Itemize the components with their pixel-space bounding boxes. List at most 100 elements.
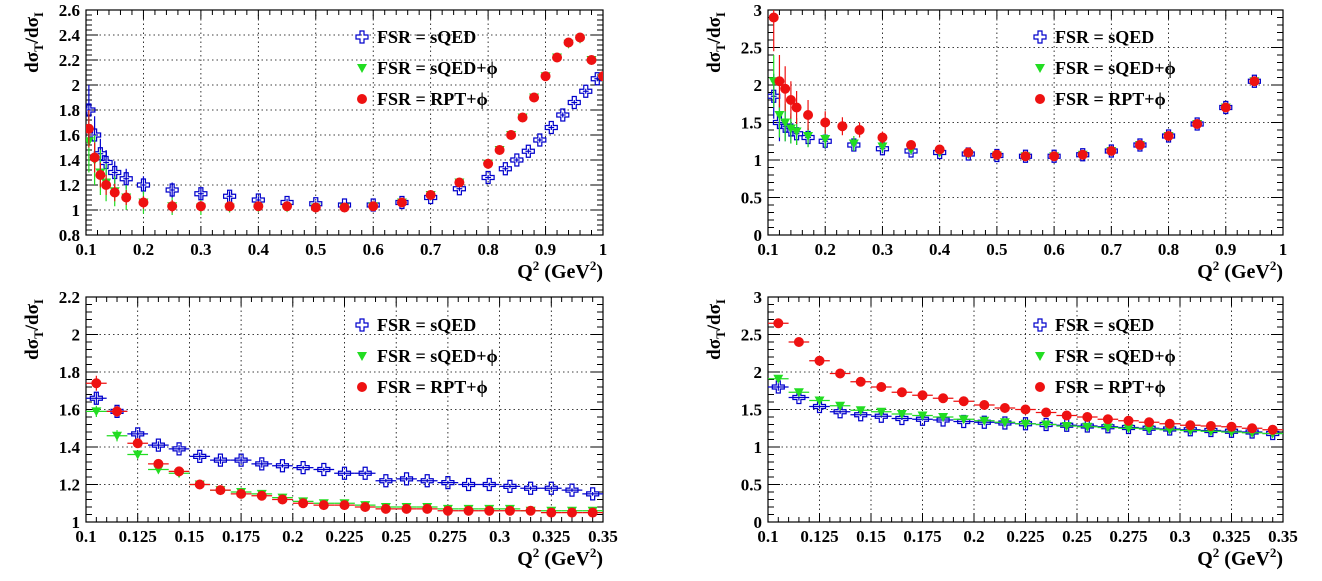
cross-marker (86, 103, 96, 117)
data-point (525, 505, 536, 516)
data-point (906, 140, 917, 150)
legend-marker (1035, 64, 1045, 73)
data-point (598, 71, 603, 82)
data-point (256, 490, 267, 501)
x-tick-label: 0.1 (75, 527, 96, 546)
data-point (193, 449, 207, 463)
legend-marker (1033, 30, 1047, 44)
data-point (282, 201, 293, 212)
data-point (1049, 151, 1060, 162)
data-point (483, 158, 494, 169)
y-axis-label-main: dσ (704, 338, 725, 360)
legend-label: FSR = sQED+ϕ (1055, 58, 1176, 78)
data-point (785, 124, 796, 134)
data-point (1082, 412, 1093, 422)
data-point (482, 477, 496, 492)
data-point (337, 466, 352, 480)
y-axis-label-mid: /dσ (22, 16, 43, 44)
y-tick-label: 1.8 (59, 363, 80, 382)
data-point (454, 177, 465, 188)
data-point (999, 403, 1010, 413)
x-tick-label: 0.275 (1109, 527, 1147, 546)
chart-panel-2: 0.1 0.2 0.3 0.4 0.5 0.6 0.7 0.8 0.9 1 0 0.5 1 1.5 2 2.5… (704, 1, 1287, 283)
cross-marker (524, 481, 538, 495)
data-point (215, 485, 226, 496)
data-point (425, 190, 436, 200)
cross-marker (131, 427, 145, 441)
x-tick-label: 0.3 (872, 240, 893, 259)
data-point (1041, 420, 1052, 430)
cross-marker (1018, 417, 1033, 431)
data-point (876, 407, 887, 417)
data-point (1205, 421, 1216, 431)
x-tick-label: 1 (599, 240, 608, 259)
cross-marker (337, 466, 352, 480)
y-axis-label-sub1: T (713, 330, 728, 339)
data-point (958, 396, 969, 407)
cross-marker (498, 162, 512, 176)
y-tick-label: 1.2 (59, 476, 80, 495)
y-axis-label-sub2: I (713, 12, 728, 17)
data-point (119, 172, 133, 186)
data-point (1226, 421, 1237, 432)
data-point (1144, 417, 1155, 428)
y-tick-label: 1.8 (59, 101, 80, 120)
x-tick-label: 0.8 (1158, 240, 1179, 259)
x-tick-label: 0.9 (535, 240, 556, 259)
data-point (420, 474, 434, 488)
y-axis-label-sub1: T (31, 43, 46, 52)
data-point (877, 132, 888, 143)
x-axis-label-main: Q (517, 548, 533, 570)
data-point (803, 110, 814, 120)
data-point (234, 453, 248, 467)
data-point (1247, 423, 1258, 434)
data-point (544, 481, 558, 495)
data-point (317, 462, 331, 477)
x-tick-label: 0.3 (489, 527, 510, 546)
y-axis-label-sub2: I (713, 299, 728, 304)
data-point (917, 390, 928, 401)
y-tick-label: 1 (72, 201, 81, 220)
cross-marker (234, 453, 248, 467)
cross-marker (119, 172, 133, 186)
cross-marker (317, 462, 331, 477)
cross-marker (296, 461, 310, 475)
x-tick-label: 0.15 (856, 527, 886, 546)
legend: FSR = sQED FSR = sQED+ϕ FSR = RPT+ϕ (355, 315, 498, 397)
series-triangle (768, 374, 1283, 439)
x-tick-label: 0.7 (420, 240, 442, 259)
cross-marker (193, 449, 207, 463)
cross-marker (355, 318, 369, 332)
x-axis-label: Q2 (GeV2) (1197, 545, 1283, 570)
x-axis-label-sup2: 2 (590, 258, 597, 273)
y-tick-label: 2.6 (59, 1, 80, 20)
y-axis-label-sub2: I (31, 12, 46, 17)
plot-frame (85, 9, 604, 236)
data-point (99, 155, 113, 170)
x-axis-label-sup2: 2 (1270, 545, 1277, 560)
data-point (441, 476, 455, 490)
legend: FSR = sQED FSR = sQED+ϕ FSR = RPT+ϕ (1033, 27, 1176, 109)
data-point (399, 472, 414, 486)
y-axis-label-main: dσ (704, 51, 725, 73)
data-point (1134, 140, 1145, 150)
data-point (877, 142, 888, 152)
data-point (132, 450, 143, 460)
y-tick-label: 3 (754, 288, 763, 307)
x-tick-label: 0.1 (757, 527, 778, 546)
cross-marker (172, 442, 186, 456)
data-point (847, 138, 861, 152)
data-point (517, 112, 528, 123)
legend-marker (357, 64, 367, 73)
data-point (586, 487, 600, 501)
data-point (112, 406, 123, 417)
cross-marker (503, 479, 517, 493)
data-point (132, 438, 143, 449)
data-point (565, 483, 579, 497)
y-tick-label: 2.5 (741, 39, 762, 58)
cross-marker (358, 466, 372, 480)
cross-marker (379, 474, 393, 488)
data-point (253, 201, 264, 212)
legend-marker (1033, 318, 1047, 332)
x-axis-label-sup1: 2 (533, 258, 540, 273)
